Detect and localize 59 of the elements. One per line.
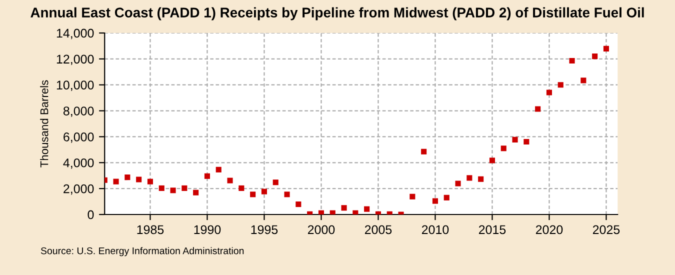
point (524, 138, 530, 145)
x-tick-label: 2015 (478, 225, 506, 234)
point (603, 46, 610, 52)
point (204, 173, 210, 179)
point (113, 178, 119, 184)
point (489, 158, 496, 164)
y-tick-label: 2,000 (64, 184, 94, 195)
point (250, 192, 256, 198)
point (272, 180, 278, 186)
point (170, 188, 176, 194)
x-tick-label: 2020 (536, 225, 563, 234)
point (410, 194, 416, 200)
point (341, 205, 347, 211)
y-tick-label: 4,000 (63, 158, 94, 169)
point (512, 136, 518, 142)
point (432, 198, 438, 204)
x-tick-label: 2025 (592, 225, 620, 234)
point (478, 176, 484, 182)
point (182, 185, 188, 191)
point (124, 174, 130, 180)
y-tick-label: 14,000 (56, 28, 94, 40)
point (136, 176, 142, 182)
point (227, 178, 233, 184)
point (455, 180, 461, 186)
point (352, 210, 358, 214)
point (535, 106, 541, 112)
x-tick-label: 2005 (364, 225, 392, 234)
x-tick-label: 2010 (422, 225, 449, 234)
point (421, 148, 427, 154)
x-tick-label: 1985 (137, 225, 164, 234)
point (569, 58, 575, 64)
y-tick-label: 6,000 (64, 132, 94, 143)
point (147, 178, 154, 184)
point (238, 185, 244, 191)
y-tick-label: 12,000 (56, 54, 94, 66)
point (296, 201, 302, 208)
point (284, 192, 290, 198)
point (592, 54, 598, 60)
point (216, 166, 222, 172)
source-note: Source: U.S. Energy Information Administration (40, 247, 244, 256)
point (466, 175, 472, 181)
point (364, 206, 370, 212)
point (330, 210, 336, 214)
point (158, 185, 164, 191)
point (546, 90, 552, 96)
y-axis-title: Thousand Barrels (40, 80, 48, 168)
point (193, 190, 199, 196)
y-tick-label: 10,000 (56, 80, 94, 91)
chart-title: Annual East Coast (PADD 1) Receipts by Pipeline from Midwest (PADD 2) of Distillate Fuel Oil (30, 7, 644, 20)
x-tick-label: 2000 (308, 225, 335, 234)
point (500, 146, 506, 152)
point (558, 82, 564, 88)
x-tick-label: 1990 (194, 225, 221, 234)
y-tick-label: 8,000 (63, 106, 94, 117)
y-tick-label: 0 (88, 210, 94, 220)
x-tick-label: 1995 (251, 225, 278, 234)
point (580, 78, 586, 84)
point (261, 188, 268, 194)
point (444, 194, 450, 200)
